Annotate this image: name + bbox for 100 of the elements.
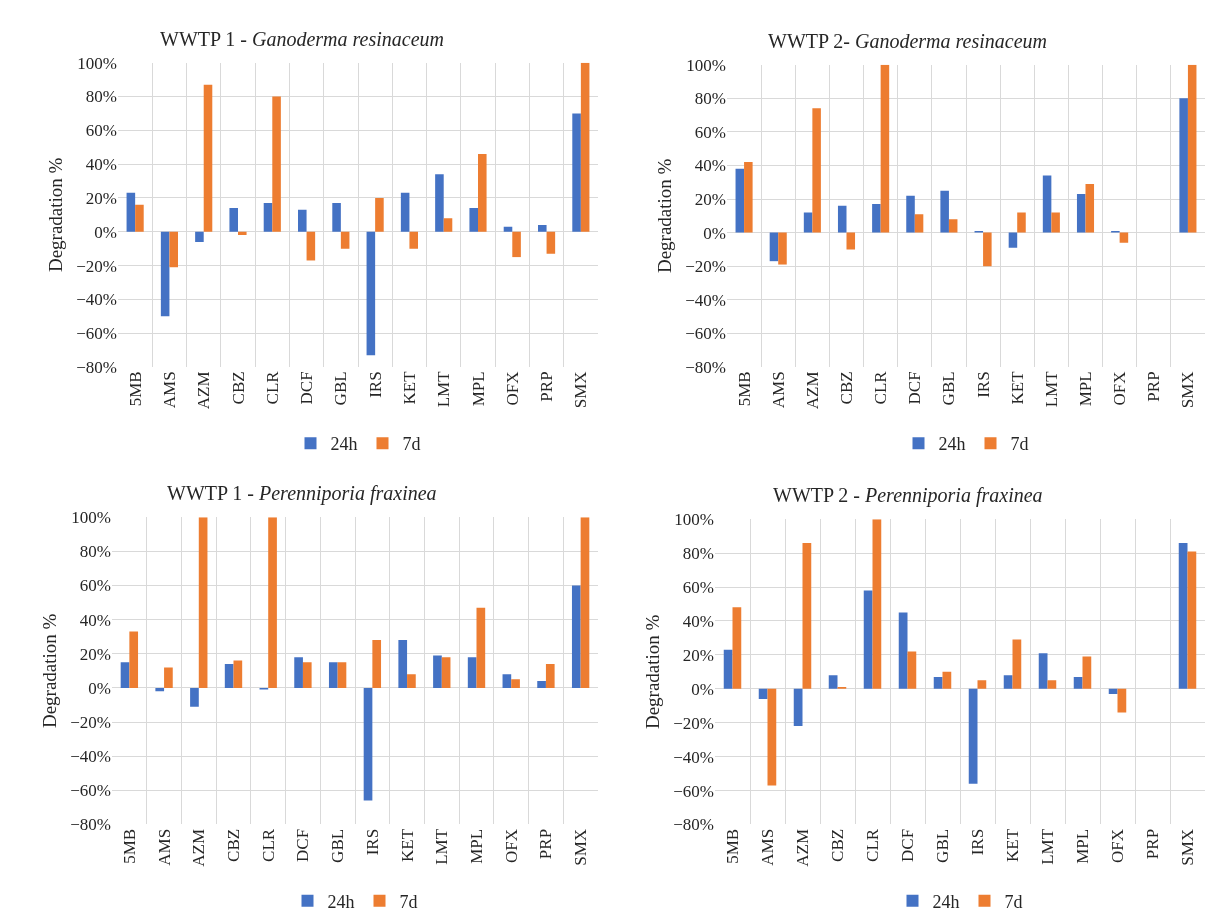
y-tick-label: 80% xyxy=(694,89,726,109)
bar xyxy=(571,585,581,688)
x-tick-label: PRP xyxy=(537,371,557,402)
bar xyxy=(268,517,277,688)
y-tick-label: 100% xyxy=(674,510,714,530)
y-tick-label: −60% xyxy=(673,781,714,801)
y-tick-label: 20% xyxy=(79,644,111,664)
x-tick-label: PRP xyxy=(536,828,556,860)
bar xyxy=(837,205,847,233)
bar xyxy=(546,231,556,254)
x-tick-label: GBL xyxy=(933,828,953,863)
bar xyxy=(863,590,873,689)
bar xyxy=(298,209,307,232)
x-tick-label: KET xyxy=(399,370,419,405)
x-tick-label: AMS xyxy=(758,828,778,866)
bar xyxy=(968,688,978,784)
bar xyxy=(1047,680,1057,689)
legend-label: 7d xyxy=(1010,434,1029,455)
chart-title: WWTP 2 - Perenniporia fraxinea xyxy=(773,484,1043,507)
bar xyxy=(812,108,821,233)
bar xyxy=(802,542,812,689)
y-axis-title: Degradation % xyxy=(654,158,676,274)
bar xyxy=(198,517,208,688)
x-tick-label: PRP xyxy=(1144,371,1164,402)
y-tick-label: 40% xyxy=(85,155,117,175)
bar xyxy=(906,195,915,233)
x-tick-label: CLR xyxy=(262,370,282,405)
bar xyxy=(129,631,139,688)
bar xyxy=(476,607,486,688)
bar xyxy=(332,202,341,232)
x-tick-label: MPL xyxy=(1076,371,1096,407)
y-tick-label: −80% xyxy=(685,357,726,377)
bar xyxy=(441,657,451,688)
bar xyxy=(328,662,338,688)
y-tick-label: 20% xyxy=(694,189,726,209)
bar xyxy=(238,231,247,236)
bar xyxy=(1076,193,1086,233)
y-axis-title: Degradation % xyxy=(45,157,67,273)
legend-label: 7d xyxy=(399,891,418,912)
bar xyxy=(1042,175,1052,233)
bar xyxy=(366,231,376,356)
bar xyxy=(160,231,170,317)
chart-title: WWTP 1 - Perenniporia fraxinea xyxy=(167,482,437,505)
y-tick-label: −80% xyxy=(76,357,117,377)
bar xyxy=(744,162,753,233)
x-tick-label: OFX xyxy=(502,371,522,406)
legend-label: 24h xyxy=(938,434,966,455)
bar xyxy=(1051,212,1060,233)
y-tick-label: 100% xyxy=(71,508,111,528)
bar xyxy=(1108,688,1118,694)
x-tick-label: CBZ xyxy=(828,828,848,862)
bar xyxy=(135,204,144,232)
x-tick-label: MPL xyxy=(468,371,488,407)
x-tick-label: LMT xyxy=(432,828,452,865)
bar xyxy=(503,226,513,232)
bar xyxy=(169,231,178,268)
y-tick-label: 80% xyxy=(682,544,714,564)
x-tick-label: MPL xyxy=(1073,828,1093,864)
y-tick-label: 60% xyxy=(79,576,111,596)
legend-label: 7d xyxy=(1004,891,1023,912)
x-tick-label: IRS xyxy=(362,828,382,856)
x-tick-label: DCF xyxy=(293,828,313,862)
y-tick-label: −40% xyxy=(70,747,111,767)
bar xyxy=(467,657,477,688)
y-tick-label: −60% xyxy=(685,324,726,344)
y-tick-label: −40% xyxy=(673,747,714,767)
bar xyxy=(758,688,768,699)
bar xyxy=(1038,653,1048,689)
bar xyxy=(1178,542,1188,689)
legend-label: 24h xyxy=(330,434,358,455)
y-tick-label: 60% xyxy=(682,577,714,597)
y-tick-label: 20% xyxy=(682,645,714,665)
bar xyxy=(983,232,992,267)
bar xyxy=(340,231,350,249)
bar xyxy=(190,687,199,707)
x-tick-label: CBZ xyxy=(228,371,248,405)
x-tick-label: PRP xyxy=(1143,828,1163,860)
y-tick-label: 0% xyxy=(88,678,111,698)
y-tick-label: 80% xyxy=(85,87,117,107)
x-tick-label: KET xyxy=(397,828,417,862)
bar xyxy=(769,232,779,262)
bar xyxy=(1012,639,1022,689)
x-tick-label: CLR xyxy=(863,828,883,862)
y-tick-label: 40% xyxy=(682,611,714,631)
x-tick-label: AZM xyxy=(189,828,209,867)
bar xyxy=(880,64,890,233)
legend-label: 24h xyxy=(932,891,960,912)
bar xyxy=(907,651,917,689)
bar xyxy=(828,675,838,689)
bar xyxy=(940,190,949,233)
x-tick-label: 5MB xyxy=(125,371,145,407)
bar xyxy=(435,174,444,232)
legend-label: 24h xyxy=(327,891,355,912)
y-tick-label: 100% xyxy=(686,55,726,75)
bar xyxy=(1117,688,1127,713)
bar xyxy=(478,153,487,232)
bar xyxy=(1003,675,1013,689)
x-tick-label: CBZ xyxy=(224,828,244,862)
bar xyxy=(948,219,958,233)
x-tick-label: OFX xyxy=(1110,371,1130,406)
